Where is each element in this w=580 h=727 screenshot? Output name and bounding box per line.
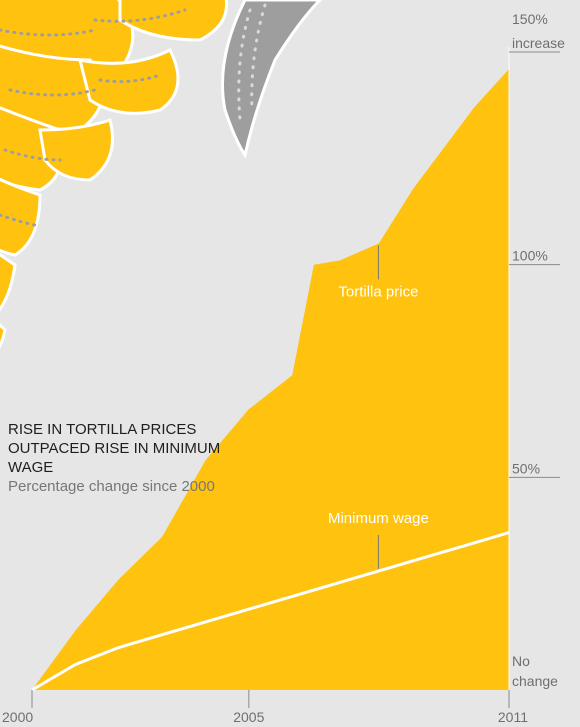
- y-tick: 100%: [509, 248, 560, 266]
- minimum-wage-line: [31, 531, 510, 692]
- y-tick-label-second-line: increase: [512, 35, 565, 51]
- chart-title: RISE IN TORTILLA PRICES OUTPACED RISE IN…: [8, 421, 221, 476]
- y-tick: 150% increase: [509, 11, 565, 53]
- x-tick-label: 2005: [233, 709, 264, 725]
- chart-subtitle: Percentage change since 2000: [8, 478, 215, 495]
- y-tick-label: 50%: [512, 460, 540, 476]
- y-tick-label: 100%: [512, 248, 548, 264]
- x-tick-label: 2000: [2, 709, 33, 725]
- chart-title-block: RISE IN TORTILLA PRICES OUTPACED RISE IN…: [8, 420, 238, 496]
- y-tick: 50%: [509, 460, 560, 478]
- x-tick-label: 2011: [498, 709, 528, 725]
- tortilla-price-area: [32, 69, 509, 690]
- y-tick-label: No: [512, 653, 530, 669]
- annotation-label: Minimum wage: [328, 510, 429, 527]
- annotation-label: Tortilla price: [338, 283, 418, 300]
- y-tick-label-second-line: change: [512, 673, 558, 689]
- annotation: Tortilla price: [338, 245, 418, 300]
- corn-illustration: [0, 0, 323, 349]
- y-tick: No change: [512, 653, 558, 689]
- annotation: Minimum wage: [328, 510, 429, 569]
- y-tick-label: 150%: [512, 11, 548, 27]
